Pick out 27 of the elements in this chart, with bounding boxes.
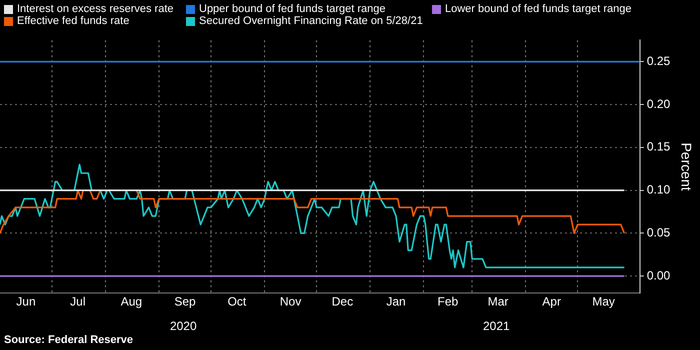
x2-tick-label: 2020 xyxy=(170,319,197,334)
legend-label: Interest on excess reserves rate xyxy=(17,3,174,15)
source-note: Source: Federal Reserve xyxy=(4,334,134,346)
x-tick-label: Dec xyxy=(332,294,354,309)
x-tick-label: May xyxy=(592,294,615,309)
legend-label: Upper bound of fed funds target range xyxy=(199,3,386,15)
y-tick-label: 0.00 xyxy=(646,268,671,282)
x-tick-label: Oct xyxy=(228,294,247,309)
y-tick-label: 0.05 xyxy=(646,225,671,240)
x-tick-label: Sep xyxy=(174,294,196,309)
x-tick-label: Jun xyxy=(16,294,36,309)
x-tick-label: Feb xyxy=(438,294,459,309)
x-tick-label: Apr xyxy=(542,294,561,309)
legend-label: Secured Overnight Financing Rate on 5/28/21 xyxy=(199,15,423,27)
x2-tick-label: 2021 xyxy=(482,319,510,334)
y-tick-label: 0.25 xyxy=(646,54,671,68)
x-tick-label: Jan xyxy=(386,294,406,309)
legend-label: Lower bound of fed funds target range xyxy=(445,3,632,15)
y-tick-label: 0.10 xyxy=(646,182,671,197)
y-axis-title: Percent xyxy=(678,142,695,191)
y-tick-label: 0.15 xyxy=(646,140,671,154)
legend-label: Effective fed funds rate xyxy=(17,15,130,27)
x-tick-label: Jul xyxy=(70,294,86,309)
x-tick-label: Aug xyxy=(120,294,142,309)
x-tick-label: Nov xyxy=(280,294,302,309)
x-tick-label: Mar xyxy=(488,294,508,309)
y-tick-label: 0.20 xyxy=(646,96,671,111)
